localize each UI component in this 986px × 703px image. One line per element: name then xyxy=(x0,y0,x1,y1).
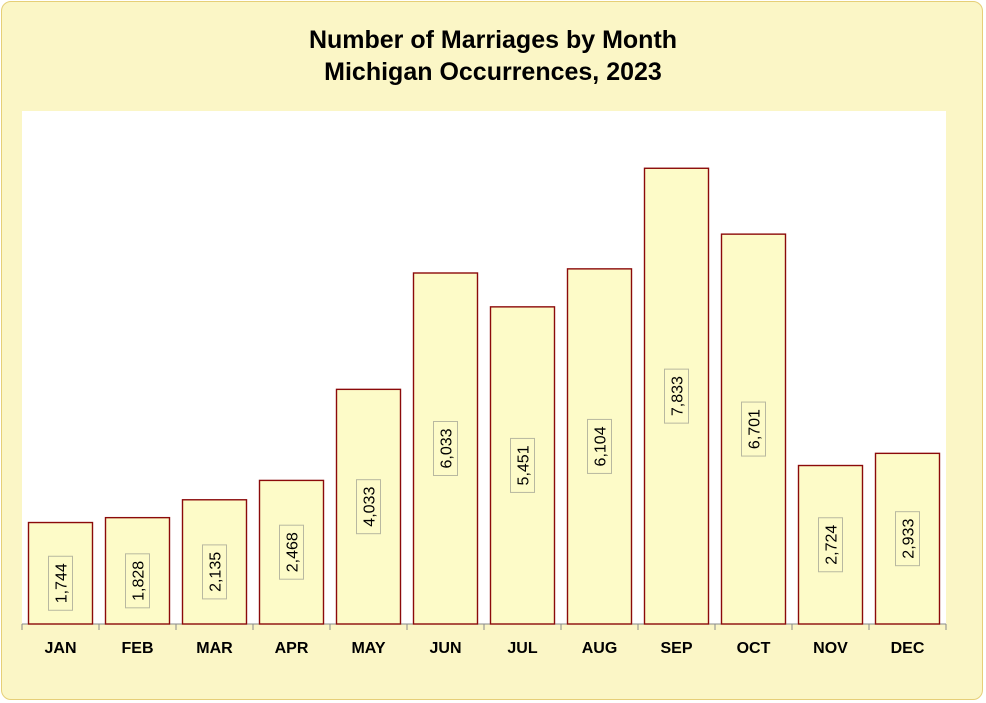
data-label-mar: 2,135 xyxy=(202,544,227,600)
x-tick-label-apr: APR xyxy=(275,640,309,657)
data-label-box xyxy=(202,544,227,600)
data-label-sep: 7,833 xyxy=(664,368,689,424)
x-tick-label-mar: MAR xyxy=(196,640,233,657)
data-label-text: 2,724 xyxy=(824,525,841,565)
data-label-box xyxy=(895,511,920,567)
x-tick-label-jan: JAN xyxy=(44,640,76,657)
data-label-text: 1,828 xyxy=(131,561,148,601)
data-label-nov: 2,724 xyxy=(818,517,843,573)
x-tick-label-jul: JUL xyxy=(507,640,537,657)
data-label-box xyxy=(433,421,458,477)
data-label-text: 7,833 xyxy=(670,376,687,416)
data-label-aug: 6,104 xyxy=(587,418,612,474)
data-label-box xyxy=(125,553,150,609)
data-label-text: 4,033 xyxy=(362,487,379,527)
data-label-text: 6,701 xyxy=(747,409,764,449)
data-label-jun: 6,033 xyxy=(433,421,458,477)
data-label-box xyxy=(587,418,612,474)
chart-title: Number of Marriages by Month xyxy=(308,26,678,54)
data-label-feb: 1,828 xyxy=(125,553,150,609)
data-label-box xyxy=(48,555,73,611)
data-label-text: 5,451 xyxy=(516,445,533,485)
data-label-text: 2,135 xyxy=(208,552,225,592)
x-tick-label-nov: NOV xyxy=(813,640,848,657)
data-label-dec: 2,933 xyxy=(895,511,920,567)
data-label-box xyxy=(356,479,381,535)
data-label-text: 2,933 xyxy=(901,519,918,559)
data-label-apr: 2,468 xyxy=(279,524,304,580)
data-label-text: 6,104 xyxy=(593,426,610,466)
data-label-text: 1,744 xyxy=(54,563,71,603)
x-tick-label-feb: FEB xyxy=(122,640,154,657)
data-label-may: 4,033 xyxy=(356,479,381,535)
data-label-box xyxy=(510,437,535,493)
data-label-text: 6,033 xyxy=(439,428,456,468)
data-label-text: 2,468 xyxy=(285,532,302,572)
data-label-box xyxy=(818,517,843,573)
x-tick-label-dec: DEC xyxy=(891,640,925,657)
chart-subtitle: Michigan Occurrences, 2023 xyxy=(324,58,662,86)
x-tick-label-sep: SEP xyxy=(660,640,692,657)
data-label-oct: 6,701 xyxy=(741,401,766,457)
x-tick-label-aug: AUG xyxy=(582,640,618,657)
x-tick-label-jun: JUN xyxy=(429,640,461,657)
data-label-box xyxy=(741,401,766,457)
plot-area xyxy=(22,111,946,624)
x-tick-label-may: MAY xyxy=(351,640,385,657)
data-label-box xyxy=(279,524,304,580)
data-label-box xyxy=(664,368,689,424)
x-tick-label-oct: OCT xyxy=(737,640,771,657)
data-label-jan: 1,744 xyxy=(48,555,73,611)
data-label-jul: 5,451 xyxy=(510,437,535,493)
